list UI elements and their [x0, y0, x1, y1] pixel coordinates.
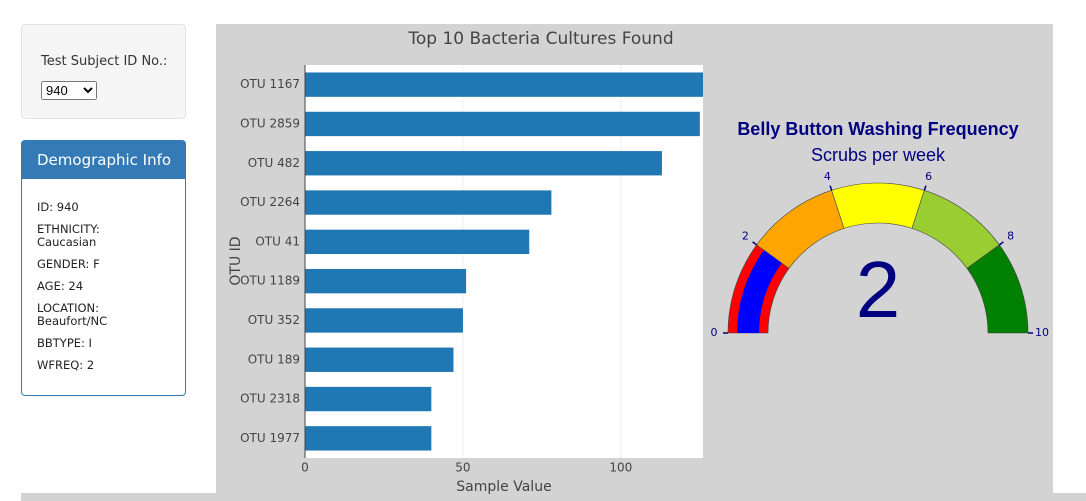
y-tick-label: OTU 189: [248, 352, 300, 366]
bar: [305, 151, 662, 176]
x-axis-label: Sample Value: [456, 479, 551, 495]
gauge-tick: [998, 241, 1004, 246]
footer-strip: [21, 493, 1086, 501]
y-tick-label: OTU 2859: [240, 116, 300, 130]
gauge-tick-label: 8: [1007, 230, 1014, 243]
y-tick-label: OTU 482: [248, 156, 300, 170]
bar: [305, 111, 700, 137]
x-tick-label: 50: [455, 461, 470, 475]
bar: [305, 308, 463, 333]
gauge-tick-label: 10: [1035, 326, 1049, 339]
y-tick-label: OTU 41: [255, 234, 300, 248]
bar: [305, 347, 454, 372]
bar: [305, 386, 432, 412]
gauge-bar: [737, 250, 782, 333]
y-tick-label: OTU 2264: [240, 195, 300, 209]
gauge-tick-label: 6: [925, 170, 932, 183]
gauge-tick-label: 0: [711, 326, 718, 339]
demographic-item: ID: 940: [37, 200, 79, 214]
gauge-tick: [923, 185, 927, 191]
gauge-tick: [829, 185, 833, 191]
demographic-panel: Demographic Info ID: 940 ETHNICITY: Cauca…: [21, 140, 186, 396]
x-tick-label: 0: [301, 461, 309, 475]
y-tick-label: OTU 2318: [240, 392, 300, 406]
selector-panel: Test Subject ID No.: 940: [21, 24, 186, 119]
gauge-subtitle: Scrubs per week: [811, 145, 946, 165]
gauge-tick: [752, 241, 758, 246]
bar: [305, 190, 552, 215]
y-tick-label: OTU 1977: [240, 431, 300, 445]
gauge-value: 2: [856, 245, 901, 334]
gauge-title: Belly Button Washing Frequency: [737, 119, 1018, 139]
y-tick-label: OTU 1167: [240, 77, 300, 91]
demographic-item: GENDER: F: [37, 257, 100, 271]
demographic-item: AGE: 24: [37, 279, 84, 293]
demographic-item: LOCATION: Beaufort/NC: [37, 301, 108, 328]
bar: [305, 72, 703, 97]
gauge-tick-label: 4: [824, 170, 831, 183]
demographic-item: ETHNICITY: Caucasian: [37, 222, 100, 249]
gauge-tick-label: 2: [742, 230, 749, 243]
bar: [305, 426, 432, 451]
chart-title: Top 10 Bacteria Cultures Found: [407, 29, 673, 49]
bar: [305, 268, 467, 294]
selector-label: Test Subject ID No.:: [41, 54, 168, 69]
bar: [305, 229, 530, 255]
demographic-item: BBTYPE: I: [37, 336, 92, 350]
y-tick-label: OTU 1189: [240, 274, 300, 288]
panel-title: Demographic Info: [22, 141, 185, 179]
demographic-item: WFREQ: 2: [37, 358, 95, 372]
panel-body: ID: 940 ETHNICITY: Caucasian GENDER: F AGE:…: [22, 179, 185, 372]
x-tick-label: 100: [609, 461, 632, 475]
subject-select[interactable]: 940: [41, 81, 97, 100]
y-axis-label: OTU ID: [228, 236, 244, 285]
y-tick-label: OTU 352: [248, 313, 300, 327]
gauge-step: [831, 182, 925, 229]
